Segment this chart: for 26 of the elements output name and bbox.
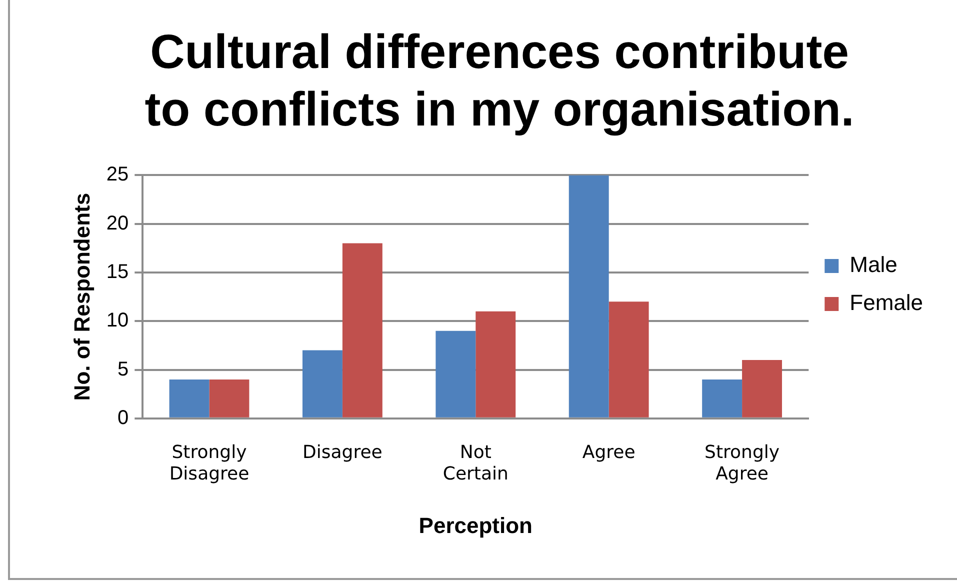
y-tick-label: 15 bbox=[106, 260, 129, 283]
bar bbox=[476, 311, 516, 418]
legend-label: Female bbox=[850, 290, 923, 316]
y-axis-title: No. of Respondents bbox=[69, 192, 94, 401]
legend-label: Male bbox=[850, 252, 898, 278]
bar bbox=[702, 379, 742, 418]
x-tick-label: Not Certain bbox=[442, 442, 508, 484]
bar bbox=[608, 302, 649, 418]
x-tick-label: Strongly Disagree bbox=[169, 442, 250, 484]
bar bbox=[169, 379, 210, 418]
bar bbox=[568, 175, 609, 418]
bar bbox=[302, 350, 342, 418]
y-tick-label: 20 bbox=[106, 212, 129, 234]
bar bbox=[342, 243, 382, 418]
bar bbox=[742, 360, 782, 418]
y-tick-label: 5 bbox=[118, 358, 129, 380]
y-tick-label: 0 bbox=[118, 406, 129, 429]
y-tick-label: 10 bbox=[106, 310, 129, 332]
chart-title: Cultural differences contribute to conflicts in my organisation. bbox=[144, 26, 854, 137]
x-tick-label: Agree bbox=[582, 442, 636, 463]
x-tick-label: Strongly Agree bbox=[704, 442, 780, 484]
y-tick-label: 25 bbox=[106, 164, 129, 186]
x-axis-title: Perception bbox=[418, 512, 532, 538]
x-tick-label: Disagree bbox=[302, 442, 382, 463]
bar bbox=[436, 330, 476, 418]
bar bbox=[209, 379, 250, 418]
